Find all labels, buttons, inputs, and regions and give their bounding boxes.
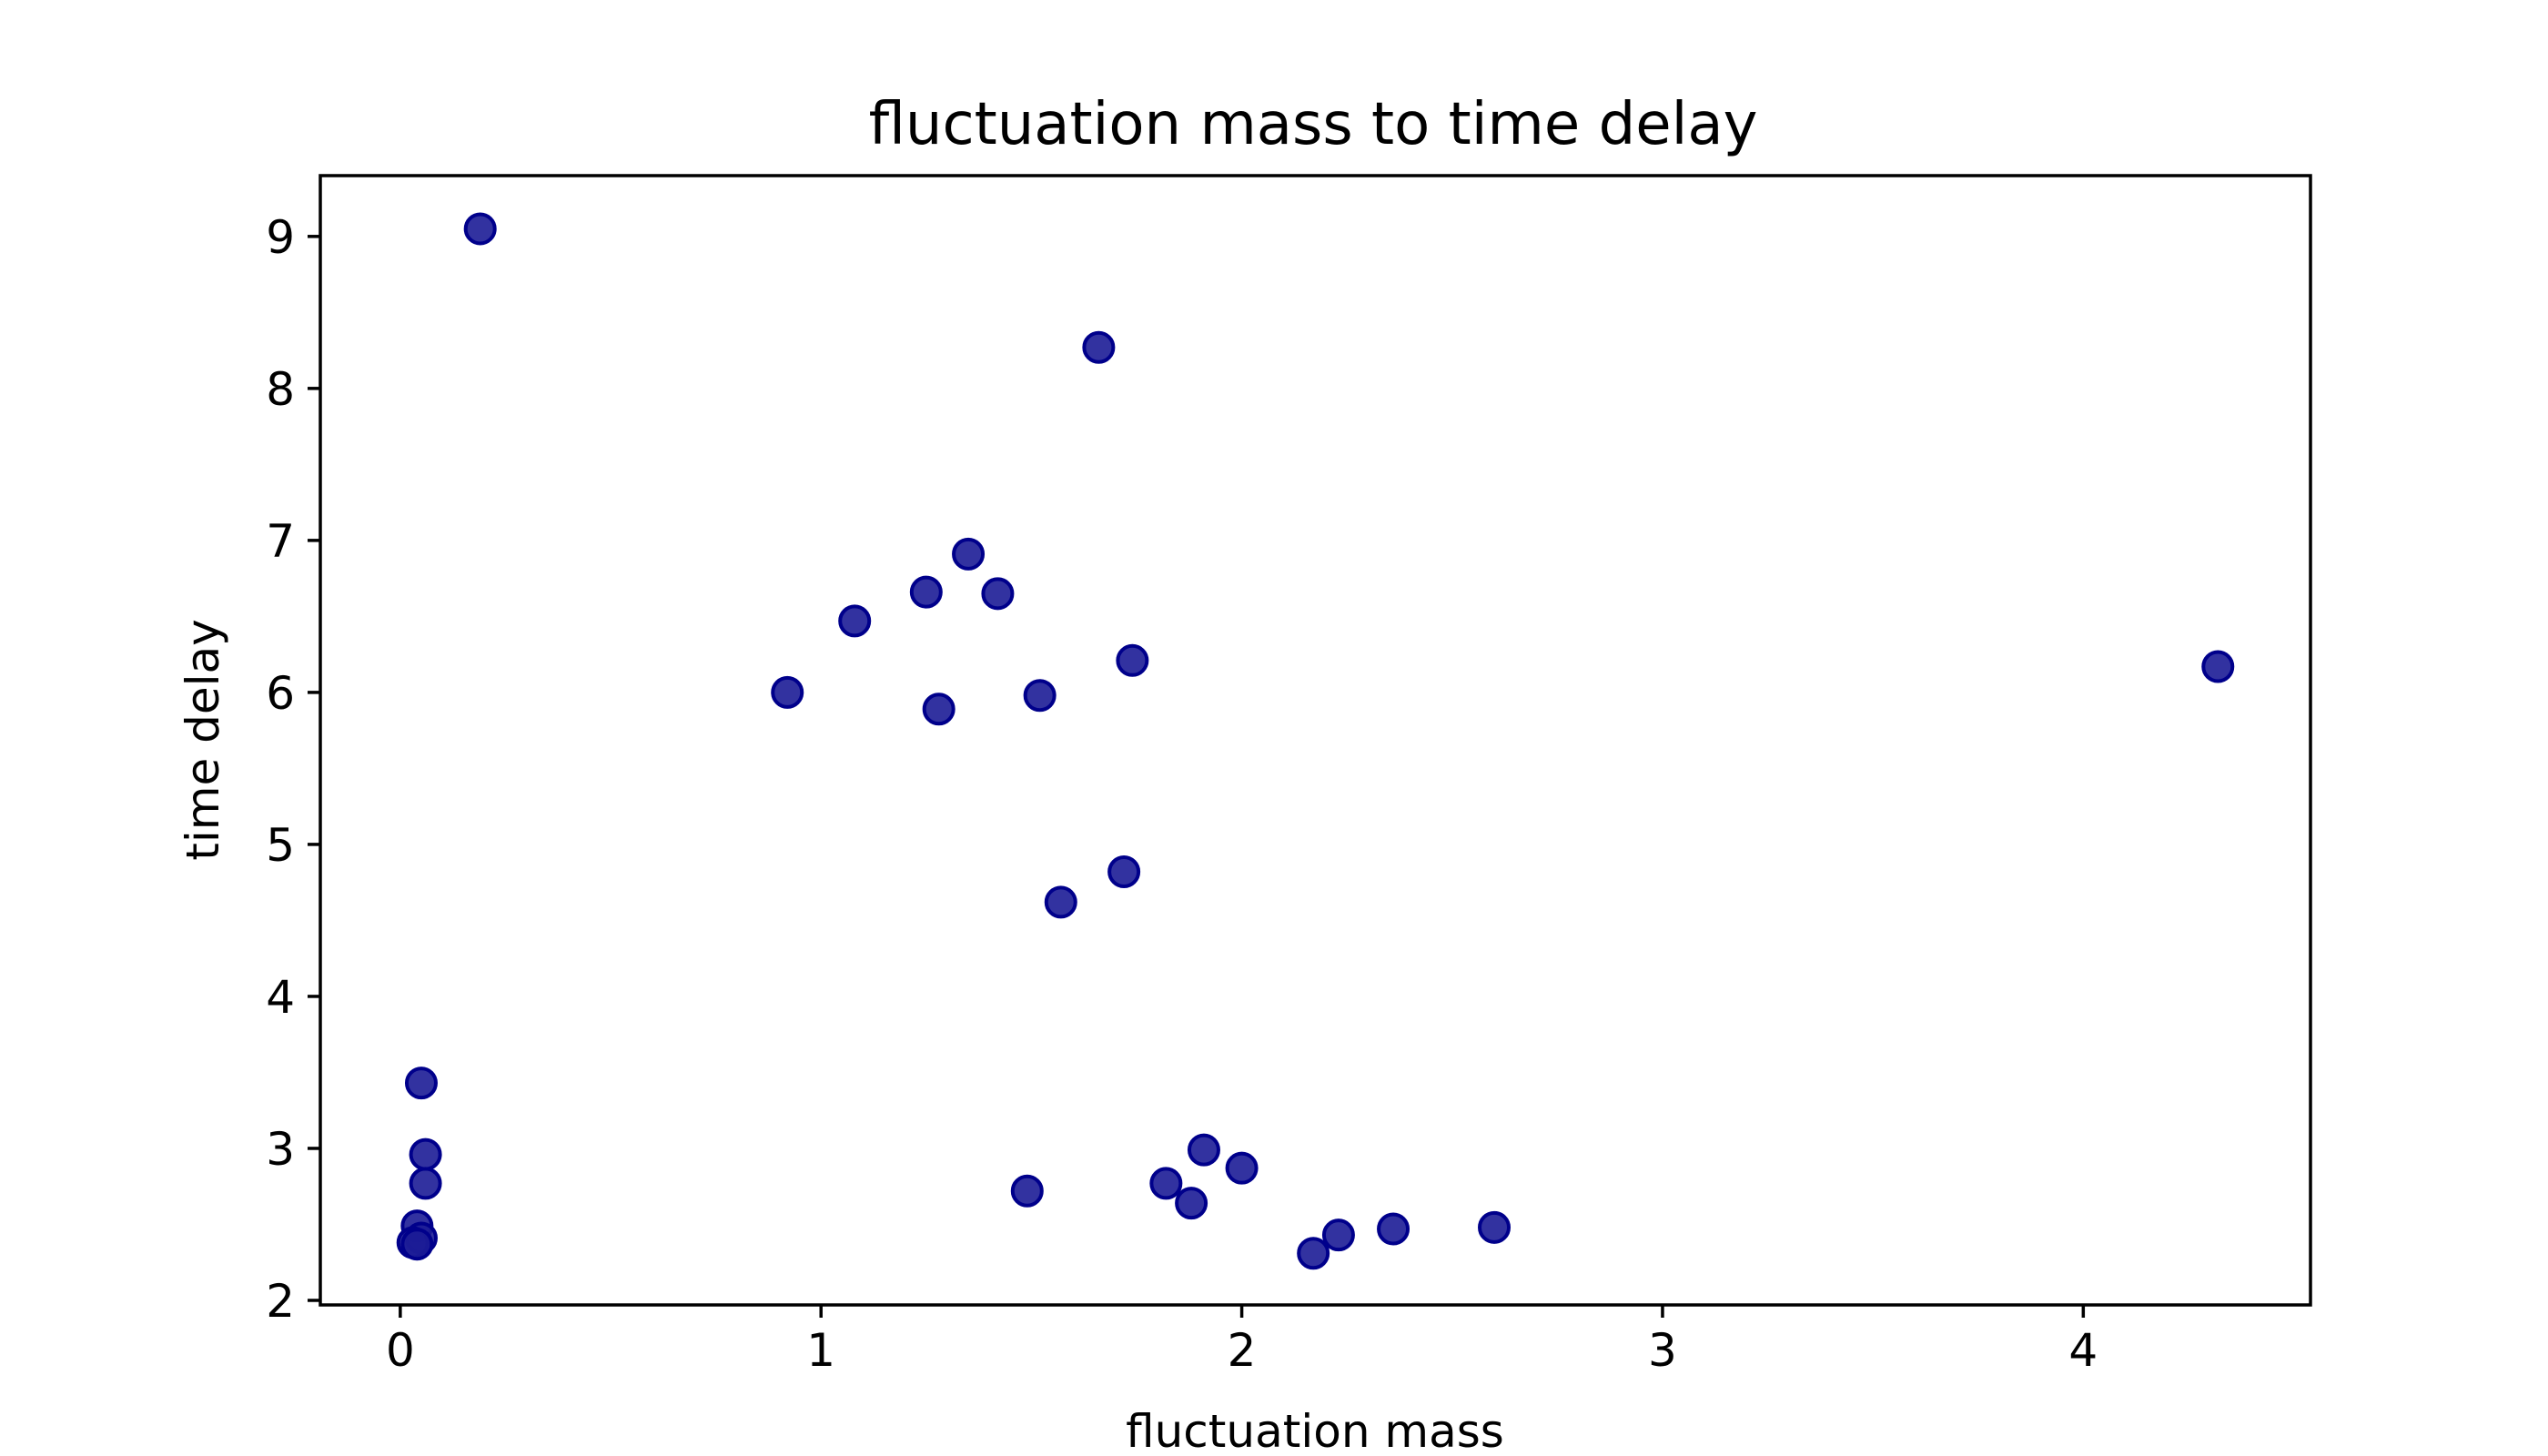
data-point — [1023, 679, 1057, 713]
y-tick-label: 3 — [266, 1123, 295, 1176]
y-tick-label: 6 — [266, 667, 295, 720]
data-point — [409, 1167, 442, 1200]
data-point — [1478, 1210, 1512, 1244]
data-point — [1082, 330, 1116, 364]
data-point — [400, 1228, 434, 1261]
y-tick-label: 5 — [266, 819, 295, 872]
data-point — [909, 575, 943, 609]
data-point — [952, 537, 986, 571]
x-tick-label: 0 — [386, 1324, 415, 1377]
chart-title: fluctuation mass to time delay — [869, 91, 1758, 158]
y-axis-label: time delay — [177, 619, 229, 860]
x-tick-label: 1 — [806, 1324, 835, 1377]
plot-area — [318, 174, 2312, 1307]
y-tick-label: 7 — [266, 515, 295, 568]
y-axis: 2 3 4 5 6 7 8 9 — [266, 211, 320, 1328]
y-tick-label: 9 — [266, 211, 295, 264]
y-tick-label: 2 — [266, 1275, 295, 1328]
data-point — [1187, 1133, 1220, 1167]
data-point — [409, 1138, 442, 1171]
data-point — [1044, 885, 1077, 919]
data-points — [396, 212, 2235, 1270]
data-point — [922, 693, 956, 726]
data-point — [1010, 1174, 1044, 1208]
plot-frame — [318, 174, 2312, 1307]
data-point — [1225, 1151, 1259, 1185]
data-point — [981, 577, 1015, 611]
data-point — [1321, 1218, 1355, 1252]
data-point — [1377, 1212, 1410, 1246]
data-point — [2201, 650, 2235, 683]
y-tick-label: 8 — [266, 363, 295, 416]
data-point — [463, 212, 497, 246]
x-axis-label: fluctuation mass — [1126, 1405, 1504, 1456]
x-tick-label: 4 — [2068, 1324, 2098, 1377]
x-axis: 0 1 2 3 4 — [386, 1305, 2098, 1377]
x-tick-label: 2 — [1228, 1324, 1257, 1377]
data-point — [1175, 1187, 1208, 1220]
data-point — [1116, 643, 1149, 677]
data-point — [1149, 1167, 1183, 1200]
data-point — [838, 604, 872, 638]
y-tick-label: 4 — [266, 971, 295, 1024]
x-tick-label: 3 — [1648, 1324, 1677, 1377]
data-point — [1107, 854, 1141, 888]
data-point — [1297, 1237, 1330, 1270]
data-point — [771, 675, 804, 709]
data-point — [404, 1067, 438, 1100]
